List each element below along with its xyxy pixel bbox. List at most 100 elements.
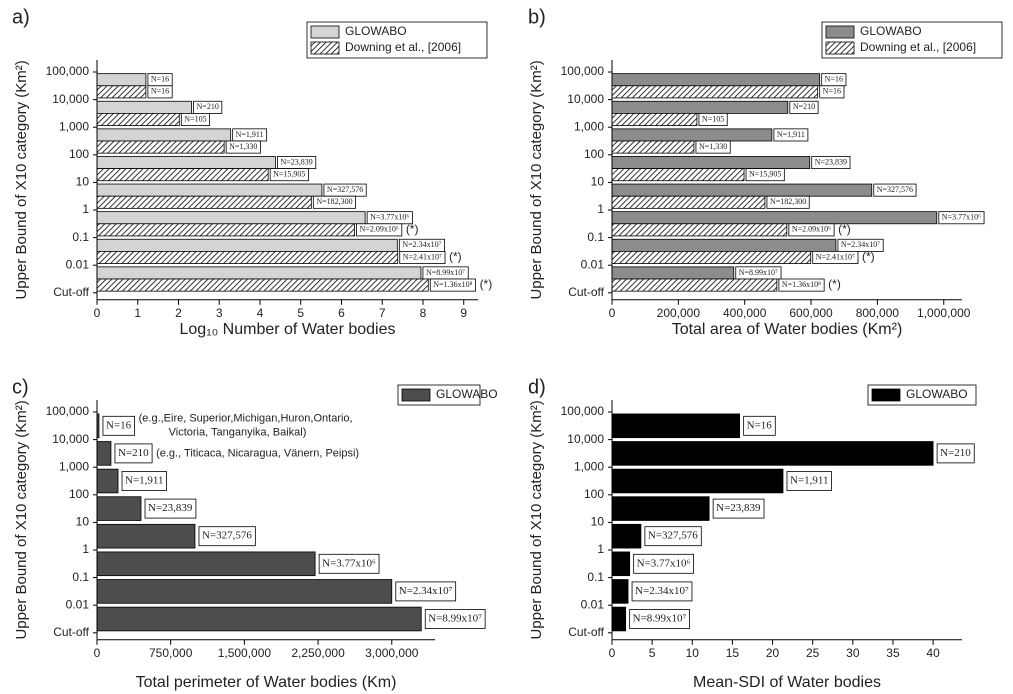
bar	[611, 606, 627, 632]
value-label: N=16	[747, 419, 773, 431]
legend-label: Downing et al., [2006]	[345, 40, 461, 54]
value-label-box	[429, 278, 476, 292]
value-label: N=2.34x10⁷	[402, 240, 441, 249]
value-label-box	[312, 195, 357, 209]
value-label: N=210	[793, 102, 815, 111]
value-label-box	[837, 238, 884, 252]
y-tick-label: 10,000	[52, 432, 89, 446]
panel-label: a)	[12, 6, 30, 28]
bar	[611, 223, 788, 237]
y-tick-label: 0.1	[72, 230, 89, 244]
bar	[96, 113, 180, 126]
bar	[611, 496, 710, 521]
x-axis-title: Total area of Water bodies (Km²)	[672, 321, 903, 338]
value-label-box	[225, 140, 261, 154]
value-label-box	[745, 168, 785, 182]
legend-label: GLOWABO	[436, 387, 498, 401]
x-axis-title: Log₁₀ Number of Water bodies	[180, 321, 396, 338]
bar	[96, 223, 355, 237]
y-tick-label: 100,000	[46, 64, 90, 78]
value-label: N=8.99x10⁷	[739, 268, 778, 277]
bar	[96, 551, 316, 577]
x-tick-label: 0	[609, 646, 616, 660]
x-tick-label: 20	[766, 646, 780, 660]
value-label-box	[789, 100, 819, 114]
x-tick-label: 1	[134, 306, 141, 320]
value-label: N=1.36x10⁸	[782, 280, 821, 289]
value-label: N=1,330	[229, 142, 257, 151]
value-label: N=327,576	[327, 185, 363, 194]
value-label-box	[147, 85, 173, 99]
x-axis-title: Total perimeter of Water bodies (Km)	[136, 674, 397, 691]
bar	[611, 85, 819, 99]
value-label: N=1,911	[236, 130, 264, 139]
bar	[611, 128, 773, 142]
value-label-box	[766, 195, 810, 209]
value-label-box	[269, 168, 309, 182]
x-axis-title: Mean-SDI of Water bodies	[693, 674, 881, 691]
value-label-box	[399, 250, 446, 264]
bar	[611, 551, 631, 577]
bar	[611, 195, 766, 209]
value-label: N=23,839	[280, 157, 312, 166]
x-tick-label: 35	[886, 646, 900, 660]
value-label-box	[144, 498, 197, 519]
y-axis-title: Upper Bound of X10 category (Km²)	[13, 400, 30, 639]
x-tick-label: 0	[94, 306, 101, 320]
value-label: N=182,300	[770, 197, 806, 206]
value-label: N=327,576	[648, 530, 698, 542]
x-tick-label: 200,000	[657, 306, 701, 320]
y-tick-label: 100	[69, 147, 89, 161]
bar	[611, 468, 784, 494]
value-label: N=210	[940, 447, 971, 459]
value-label: N=15,905	[749, 170, 781, 179]
y-tick-label: 0.01	[66, 597, 90, 611]
value-label: N=2.41x10⁷	[403, 252, 442, 261]
bar	[611, 156, 811, 169]
bar	[96, 606, 422, 632]
value-label: N=16	[106, 419, 132, 431]
annotation: (*)	[838, 222, 851, 236]
annotation: (*)	[862, 250, 875, 264]
value-label: N=1,911	[790, 475, 829, 487]
bar	[96, 211, 366, 225]
value-label-box	[356, 223, 403, 237]
bar	[611, 278, 778, 292]
y-tick-label: Cut-off	[53, 285, 89, 299]
value-label-box	[102, 415, 136, 436]
value-label-box	[773, 128, 809, 142]
annotation: Victoria, Tanganyika, Baikal)	[169, 427, 307, 439]
y-tick-label: 100,000	[561, 404, 605, 418]
panel-label: b)	[528, 6, 546, 28]
bar	[611, 250, 812, 264]
value-label-box	[180, 113, 211, 126]
bar	[611, 413, 741, 439]
bar	[611, 579, 629, 604]
value-label-box	[819, 85, 845, 99]
x-tick-label: 750,000	[149, 646, 193, 660]
value-label-box	[788, 223, 835, 237]
bar	[96, 278, 429, 292]
value-label-box	[778, 278, 825, 292]
x-tick-label: 5	[649, 646, 656, 660]
x-tick-label: 0	[94, 646, 101, 660]
value-label: N=3.77x10⁶	[637, 557, 691, 569]
y-tick-label: 0.1	[587, 230, 604, 244]
bar	[611, 113, 698, 126]
value-label: N=16	[825, 75, 843, 84]
y-tick-label: Cut-off	[568, 285, 604, 299]
x-tick-label: 2	[175, 306, 182, 320]
bar	[96, 441, 112, 466]
bar	[611, 73, 821, 87]
value-label-box	[395, 581, 457, 602]
y-tick-label: 0.1	[587, 570, 604, 584]
annotation: (*)	[406, 222, 419, 236]
y-tick-label: 0.01	[581, 597, 605, 611]
y-tick-label: Cut-off	[568, 625, 604, 639]
x-tick-label: 1,000,000	[917, 306, 971, 320]
value-label: N=2.41x10⁷	[816, 252, 855, 261]
value-label: N=8.99x10⁷	[633, 613, 687, 625]
y-tick-label: 0.1	[72, 570, 89, 584]
y-tick-label: 100,000	[561, 64, 605, 78]
y-tick-label: 1,000	[59, 119, 89, 133]
